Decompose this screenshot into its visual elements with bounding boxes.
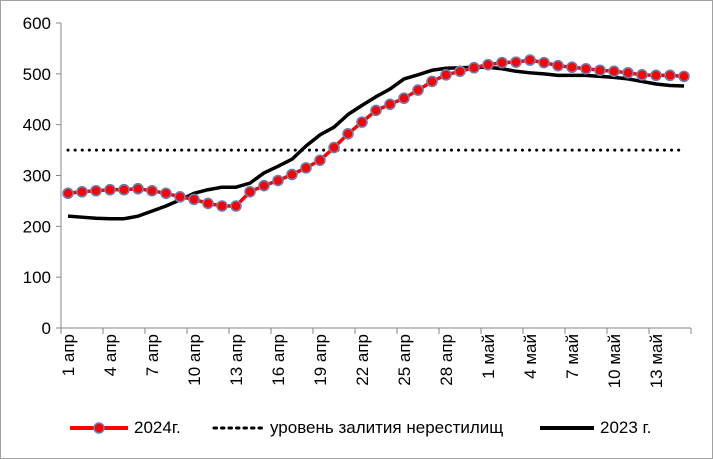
data-point-2024 (608, 65, 620, 78)
x-tick-label: 7 апр (143, 334, 162, 376)
data-point-2024 (118, 183, 130, 196)
data-point-2024 (496, 56, 508, 69)
data-point-2024 (412, 84, 424, 96)
data-point-2024 (286, 168, 298, 181)
legend-label-2024: 2024г. (134, 418, 181, 437)
legend-label-level: уровень залития нерестилищ (270, 418, 504, 437)
x-tick-label: 4 май (521, 334, 540, 379)
data-point-2024 (104, 183, 116, 196)
y-tick-label: 100 (23, 268, 51, 287)
data-point-2024 (160, 187, 172, 200)
legend-item-level: уровень залития нерестилищ (212, 418, 503, 438)
data-point-2024 (76, 185, 88, 198)
x-tick-label: 22 апр (353, 334, 372, 386)
series-line-2024 (67, 58, 685, 208)
legend: 2024г. уровень залития нерестилищ 2023 г… (0, 418, 713, 442)
data-point-2024 (230, 200, 242, 212)
legend-item-2024: 2024г. (70, 418, 181, 438)
x-tick-label: 16 апр (269, 334, 288, 386)
data-point-2024 (216, 200, 228, 212)
data-point-2024 (174, 191, 186, 203)
data-point-2024 (342, 128, 354, 140)
x-tick-label: 19 апр (311, 334, 330, 386)
data-point-2024 (650, 69, 662, 82)
x-tick-label: 28 апр (437, 334, 456, 386)
data-point-2024 (664, 69, 676, 82)
data-point-2024 (62, 187, 74, 200)
x-tick-label: 1 май (479, 334, 498, 379)
x-tick-label: 1 апр (59, 334, 78, 376)
legend-item-2023: 2023 г. (540, 418, 651, 438)
data-point-2024 (314, 154, 326, 167)
data-point-2024 (370, 104, 382, 117)
legend-black-line-icon (540, 426, 594, 430)
data-point-2024 (258, 179, 270, 192)
x-tick-label: 13 май (647, 334, 666, 388)
data-point-2024 (580, 62, 592, 75)
data-point-2024 (244, 185, 256, 198)
x-tick-label: 4 апр (101, 334, 120, 376)
data-point-2024 (272, 174, 284, 187)
legend-red-marker-line-icon (70, 422, 128, 434)
x-tick-label: 25 апр (395, 334, 414, 386)
data-point-2024 (482, 58, 494, 71)
data-point-2024 (90, 184, 102, 197)
x-tick-label: 13 апр (227, 334, 246, 386)
data-point-2024 (300, 162, 312, 174)
data-point-2024 (636, 69, 648, 81)
y-tick-label: 200 (23, 217, 51, 236)
data-point-2024 (454, 65, 466, 78)
x-tick-label: 10 апр (185, 334, 204, 386)
data-point-2024 (440, 69, 452, 81)
data-point-2024 (538, 56, 550, 69)
data-point-2024 (146, 184, 158, 197)
series-line-2023 (67, 65, 685, 221)
data-point-2024 (398, 92, 410, 105)
data-point-2024 (510, 56, 522, 68)
data-point-2024 (356, 116, 368, 128)
data-point-2024 (468, 61, 480, 74)
x-tick-label: 10 май (605, 334, 624, 388)
data-point-2024 (594, 64, 606, 77)
x-tick-label: 7 май (563, 334, 582, 379)
y-tick-label: 300 (23, 167, 51, 186)
data-point-2024 (328, 141, 340, 154)
data-point-2024 (132, 182, 144, 195)
data-point-2024 (426, 75, 438, 88)
y-tick-label: 600 (23, 14, 51, 33)
data-point-2024 (566, 61, 578, 74)
data-point-2024 (202, 197, 214, 210)
data-point-2024 (188, 193, 200, 206)
legend-label-2023: 2023 г. (600, 418, 652, 437)
data-point-2024 (622, 67, 634, 79)
data-point-2024 (552, 59, 564, 72)
y-tick-label: 0 (42, 319, 51, 338)
data-point-2024 (524, 54, 536, 66)
y-tick-label: 500 (23, 65, 51, 84)
data-point-2024 (678, 70, 690, 83)
data-point-2024 (384, 98, 396, 111)
legend-dotted-line-icon (212, 426, 264, 430)
y-tick-label: 400 (23, 116, 51, 135)
